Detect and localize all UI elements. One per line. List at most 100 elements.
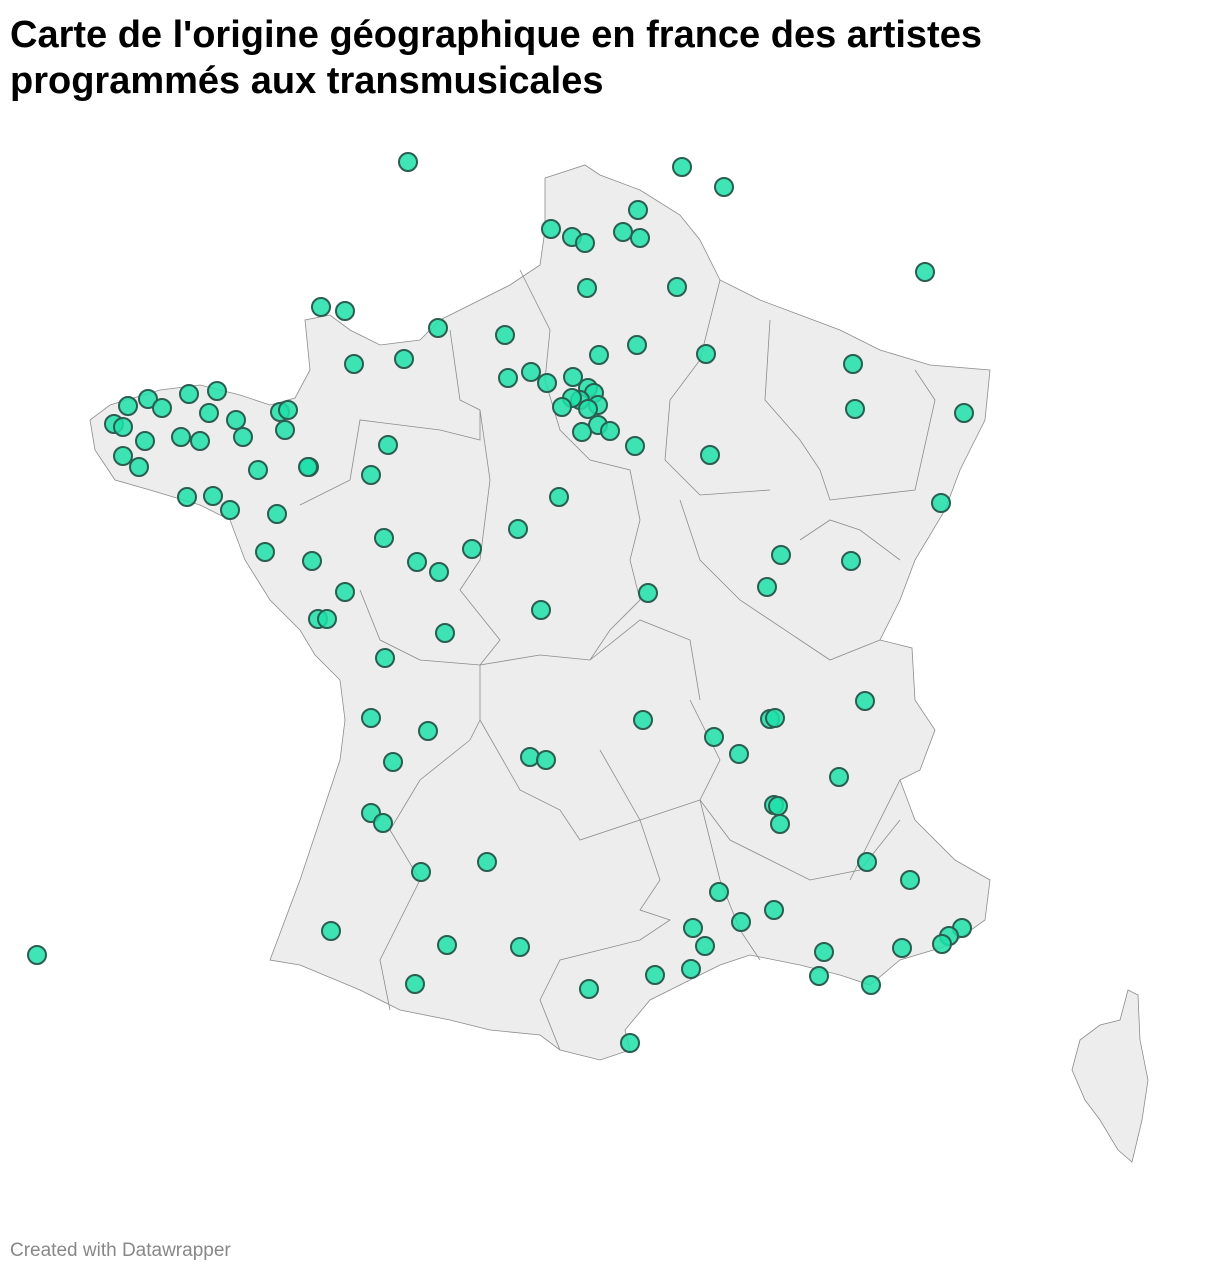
location-marker (152, 398, 172, 418)
location-marker (531, 600, 551, 620)
location-marker (589, 345, 609, 365)
location-marker (764, 900, 784, 920)
location-marker (411, 862, 431, 882)
location-marker (498, 368, 518, 388)
location-marker (27, 945, 47, 965)
location-marker (428, 318, 448, 338)
location-marker (915, 262, 935, 282)
location-marker (138, 389, 158, 409)
location-marker (177, 487, 197, 507)
location-marker (575, 233, 595, 253)
location-marker (302, 551, 322, 571)
corsica (1071, 989, 1149, 1163)
map-title: Carte de l'origine géographique en franc… (10, 14, 982, 102)
location-marker (317, 609, 337, 629)
location-marker (378, 435, 398, 455)
location-marker (765, 708, 785, 728)
location-marker (321, 921, 341, 941)
region-borders (299, 269, 936, 1051)
location-marker (627, 335, 647, 355)
location-marker (394, 349, 414, 369)
location-marker (179, 384, 199, 404)
location-marker (508, 519, 528, 539)
location-marker (954, 403, 974, 423)
location-marker (572, 422, 592, 442)
location-marker (814, 942, 834, 962)
location-marker (578, 399, 598, 419)
location-marker (311, 297, 331, 317)
location-marker (633, 710, 653, 730)
location-marker (645, 965, 665, 985)
location-marker (541, 219, 561, 239)
location-marker (361, 708, 381, 728)
location-marker (900, 870, 920, 890)
location-marker (625, 436, 645, 456)
location-marker (521, 362, 541, 382)
location-marker (628, 200, 648, 220)
location-marker (374, 528, 394, 548)
location-marker (855, 691, 875, 711)
location-marker (233, 427, 253, 447)
location-marker (207, 381, 227, 401)
location-marker (361, 465, 381, 485)
location-marker (672, 157, 692, 177)
location-marker (932, 934, 952, 954)
location-marker (203, 486, 223, 506)
location-marker (861, 975, 881, 995)
location-marker (843, 354, 863, 374)
location-marker (226, 410, 246, 430)
location-marker (220, 500, 240, 520)
location-marker (857, 852, 877, 872)
location-marker (373, 813, 393, 833)
location-marker (255, 542, 275, 562)
location-marker (275, 420, 295, 440)
location-marker (552, 397, 572, 417)
location-marker (135, 431, 155, 451)
location-marker (577, 278, 597, 298)
location-marker (696, 344, 716, 364)
location-marker (667, 277, 687, 297)
location-marker (841, 551, 861, 571)
location-marker (845, 399, 865, 419)
location-marker (344, 354, 364, 374)
location-marker (683, 918, 703, 938)
location-marker (695, 936, 715, 956)
location-marker (113, 417, 133, 437)
location-marker (600, 421, 620, 441)
location-marker (477, 852, 497, 872)
location-marker (199, 403, 219, 423)
location-marker (335, 301, 355, 321)
location-marker (375, 648, 395, 668)
location-marker (771, 545, 791, 565)
location-marker (931, 493, 951, 513)
location-marker (770, 814, 790, 834)
location-marker (620, 1033, 640, 1053)
location-marker (418, 721, 438, 741)
location-marker (809, 966, 829, 986)
location-marker (429, 562, 449, 582)
location-marker (714, 177, 734, 197)
location-marker (335, 582, 355, 602)
location-marker (729, 744, 749, 764)
location-marker (709, 882, 729, 902)
location-marker (437, 935, 457, 955)
location-marker (113, 446, 133, 466)
location-marker (613, 222, 633, 242)
location-marker (462, 539, 482, 559)
france-basemap (89, 164, 1149, 1163)
location-marker (129, 457, 149, 477)
location-marker (757, 577, 777, 597)
location-marker (563, 367, 583, 387)
location-marker (681, 959, 701, 979)
location-marker (630, 228, 650, 248)
location-marker (118, 396, 138, 416)
location-marker (298, 457, 318, 477)
location-marker (700, 445, 720, 465)
location-marker (520, 747, 540, 767)
location-marker (704, 727, 724, 747)
location-marker (171, 427, 191, 447)
artist-origin-markers (27, 152, 974, 1053)
location-marker (537, 373, 557, 393)
location-marker (398, 152, 418, 172)
location-marker (495, 325, 515, 345)
